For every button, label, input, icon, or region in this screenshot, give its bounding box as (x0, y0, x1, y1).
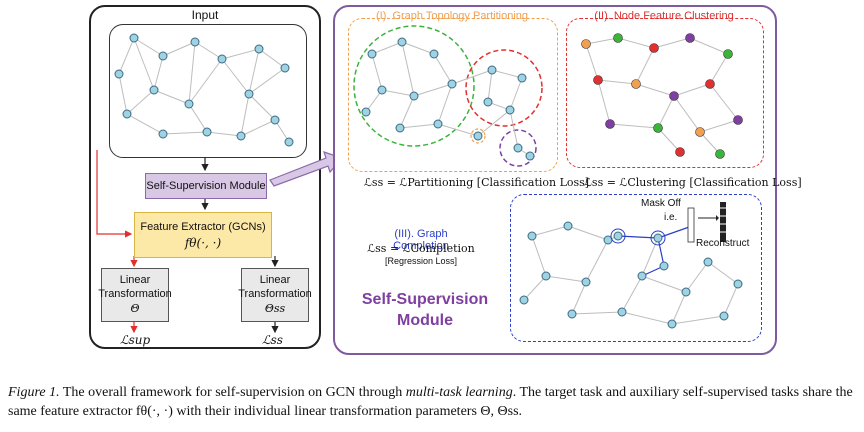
input-title: Input (191, 8, 219, 22)
completion-loss: ℒss = ℒCompletion (367, 242, 475, 255)
orange-partition (470, 128, 486, 144)
ssm-big-line2: Module (397, 311, 453, 329)
masked-feature-vector (687, 207, 695, 243)
caption-text-1: The overall framework for self-supervisi… (59, 385, 406, 400)
green-partition (353, 25, 475, 147)
masked-node-ring-2 (650, 230, 666, 246)
purple-partition (499, 129, 537, 167)
caption-text-2: . The target task and auxiliary self-sup… (8, 385, 853, 419)
fe-label: Feature Extractor (GCNs) (140, 220, 266, 233)
completion-box (510, 194, 762, 342)
ie-label: i.e. (664, 212, 678, 223)
completion-graph (519, 202, 743, 329)
red-partition (465, 49, 543, 127)
lt-sup-label: Linear Transformation (98, 274, 172, 301)
reconstructed-feature-vector (720, 202, 726, 242)
input-graph-edges (118, 37, 290, 143)
input-graph-nodes (114, 33, 294, 147)
completion-sub: [Regression Loss] (384, 256, 458, 266)
clustering-loss: ℒss = ℒClustering [Classification Loss] (584, 176, 802, 189)
masked-node-ring (610, 228, 626, 244)
partitioning-graph (353, 25, 543, 167)
partitioning-title: (I). Graph Topology Partitioning (375, 10, 529, 22)
figure-caption: Figure 1. The overall framework for self… (8, 384, 858, 422)
lt-ss-label: Linear Transformation (238, 274, 312, 301)
loss-sup: ℒsup (120, 333, 151, 347)
self-supervision-module-box: Self-Supervision Module (145, 173, 267, 199)
left-connectors (96, 150, 279, 334)
ssm-big-line1: Self-Supervision (361, 291, 489, 308)
fe-formula: fθ(·, ·) (184, 235, 222, 250)
clustering-graph (581, 33, 743, 159)
linear-transformation-ss: Linear Transformation Θss (238, 268, 312, 322)
feature-extractor-box: Feature Extractor (GCNs) fθ(·, ·) (134, 212, 272, 258)
input-graph (114, 33, 294, 147)
partitioning-box (348, 18, 558, 172)
theta-ss: Θss (264, 301, 286, 315)
input-graph-box (109, 24, 307, 158)
partitioning-loss: ℒss = ℒPartitioning [Classification Loss… (364, 176, 590, 189)
ssm-big-title: Self-Supervision Module (350, 290, 500, 332)
arrow-input-to-fe-red (96, 150, 133, 238)
loss-ss: ℒss (262, 333, 283, 347)
clustering-title: (II). Node Feature Clustering (594, 10, 734, 22)
caption-figure-label: Figure 1. (8, 385, 60, 400)
clustering-box (566, 18, 764, 168)
reconstruct-label: Reconstruct (696, 238, 750, 249)
mask-off-label: Mask Off (641, 198, 681, 209)
completion-title: (III). Graph Completion (393, 228, 449, 252)
theta-sup: Θ (130, 301, 140, 315)
linear-transformation-sup: Linear Transformation Θ (98, 268, 172, 322)
ssm-label: Self-Supervision Module (146, 180, 266, 192)
caption-emphasis: multi-task learning (405, 385, 513, 400)
